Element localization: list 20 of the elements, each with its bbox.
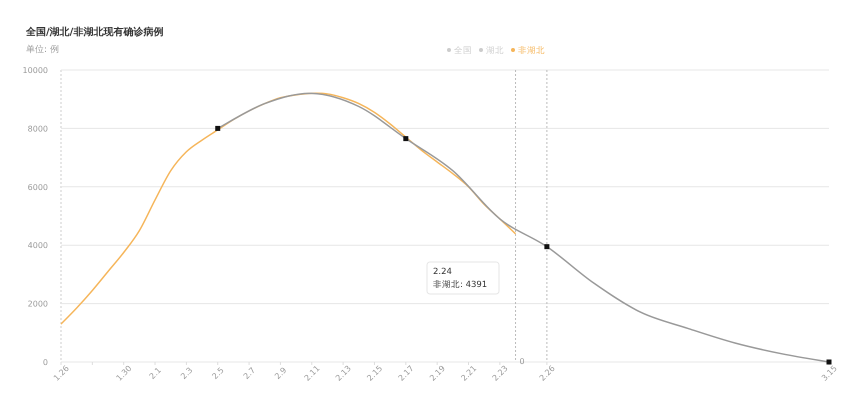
y-tick-label: 6000: [28, 182, 48, 192]
point: [403, 136, 408, 142]
x-tick-label: 2.3: [179, 366, 194, 382]
y-tick-label: 2000: [28, 300, 48, 309]
chart-subtitle: 单位: 例: [26, 44, 59, 55]
x-tick-label: 2.9: [273, 366, 288, 382]
y-tick-label: 4000: [28, 241, 48, 250]
x-tick-label: 2.7: [242, 366, 258, 382]
y-tick-label: 8000: [28, 124, 48, 134]
point: [544, 244, 550, 250]
x-tick-label: 2.5: [210, 366, 226, 382]
point: [215, 126, 220, 131]
x-tick-label: 2.1: [148, 366, 164, 382]
y-tick-label: 0: [42, 358, 48, 367]
annotation: 2.24 非湖北: 4391: [433, 267, 488, 290]
legend-label: 非湖北: [518, 45, 545, 56]
annotation: 0: [519, 357, 525, 366]
line-series: [60, 92, 516, 325]
chart-title: 全国/湖北/非湖北现有确诊病例: [25, 26, 164, 38]
y-tick-label: 10000: [22, 66, 48, 75]
